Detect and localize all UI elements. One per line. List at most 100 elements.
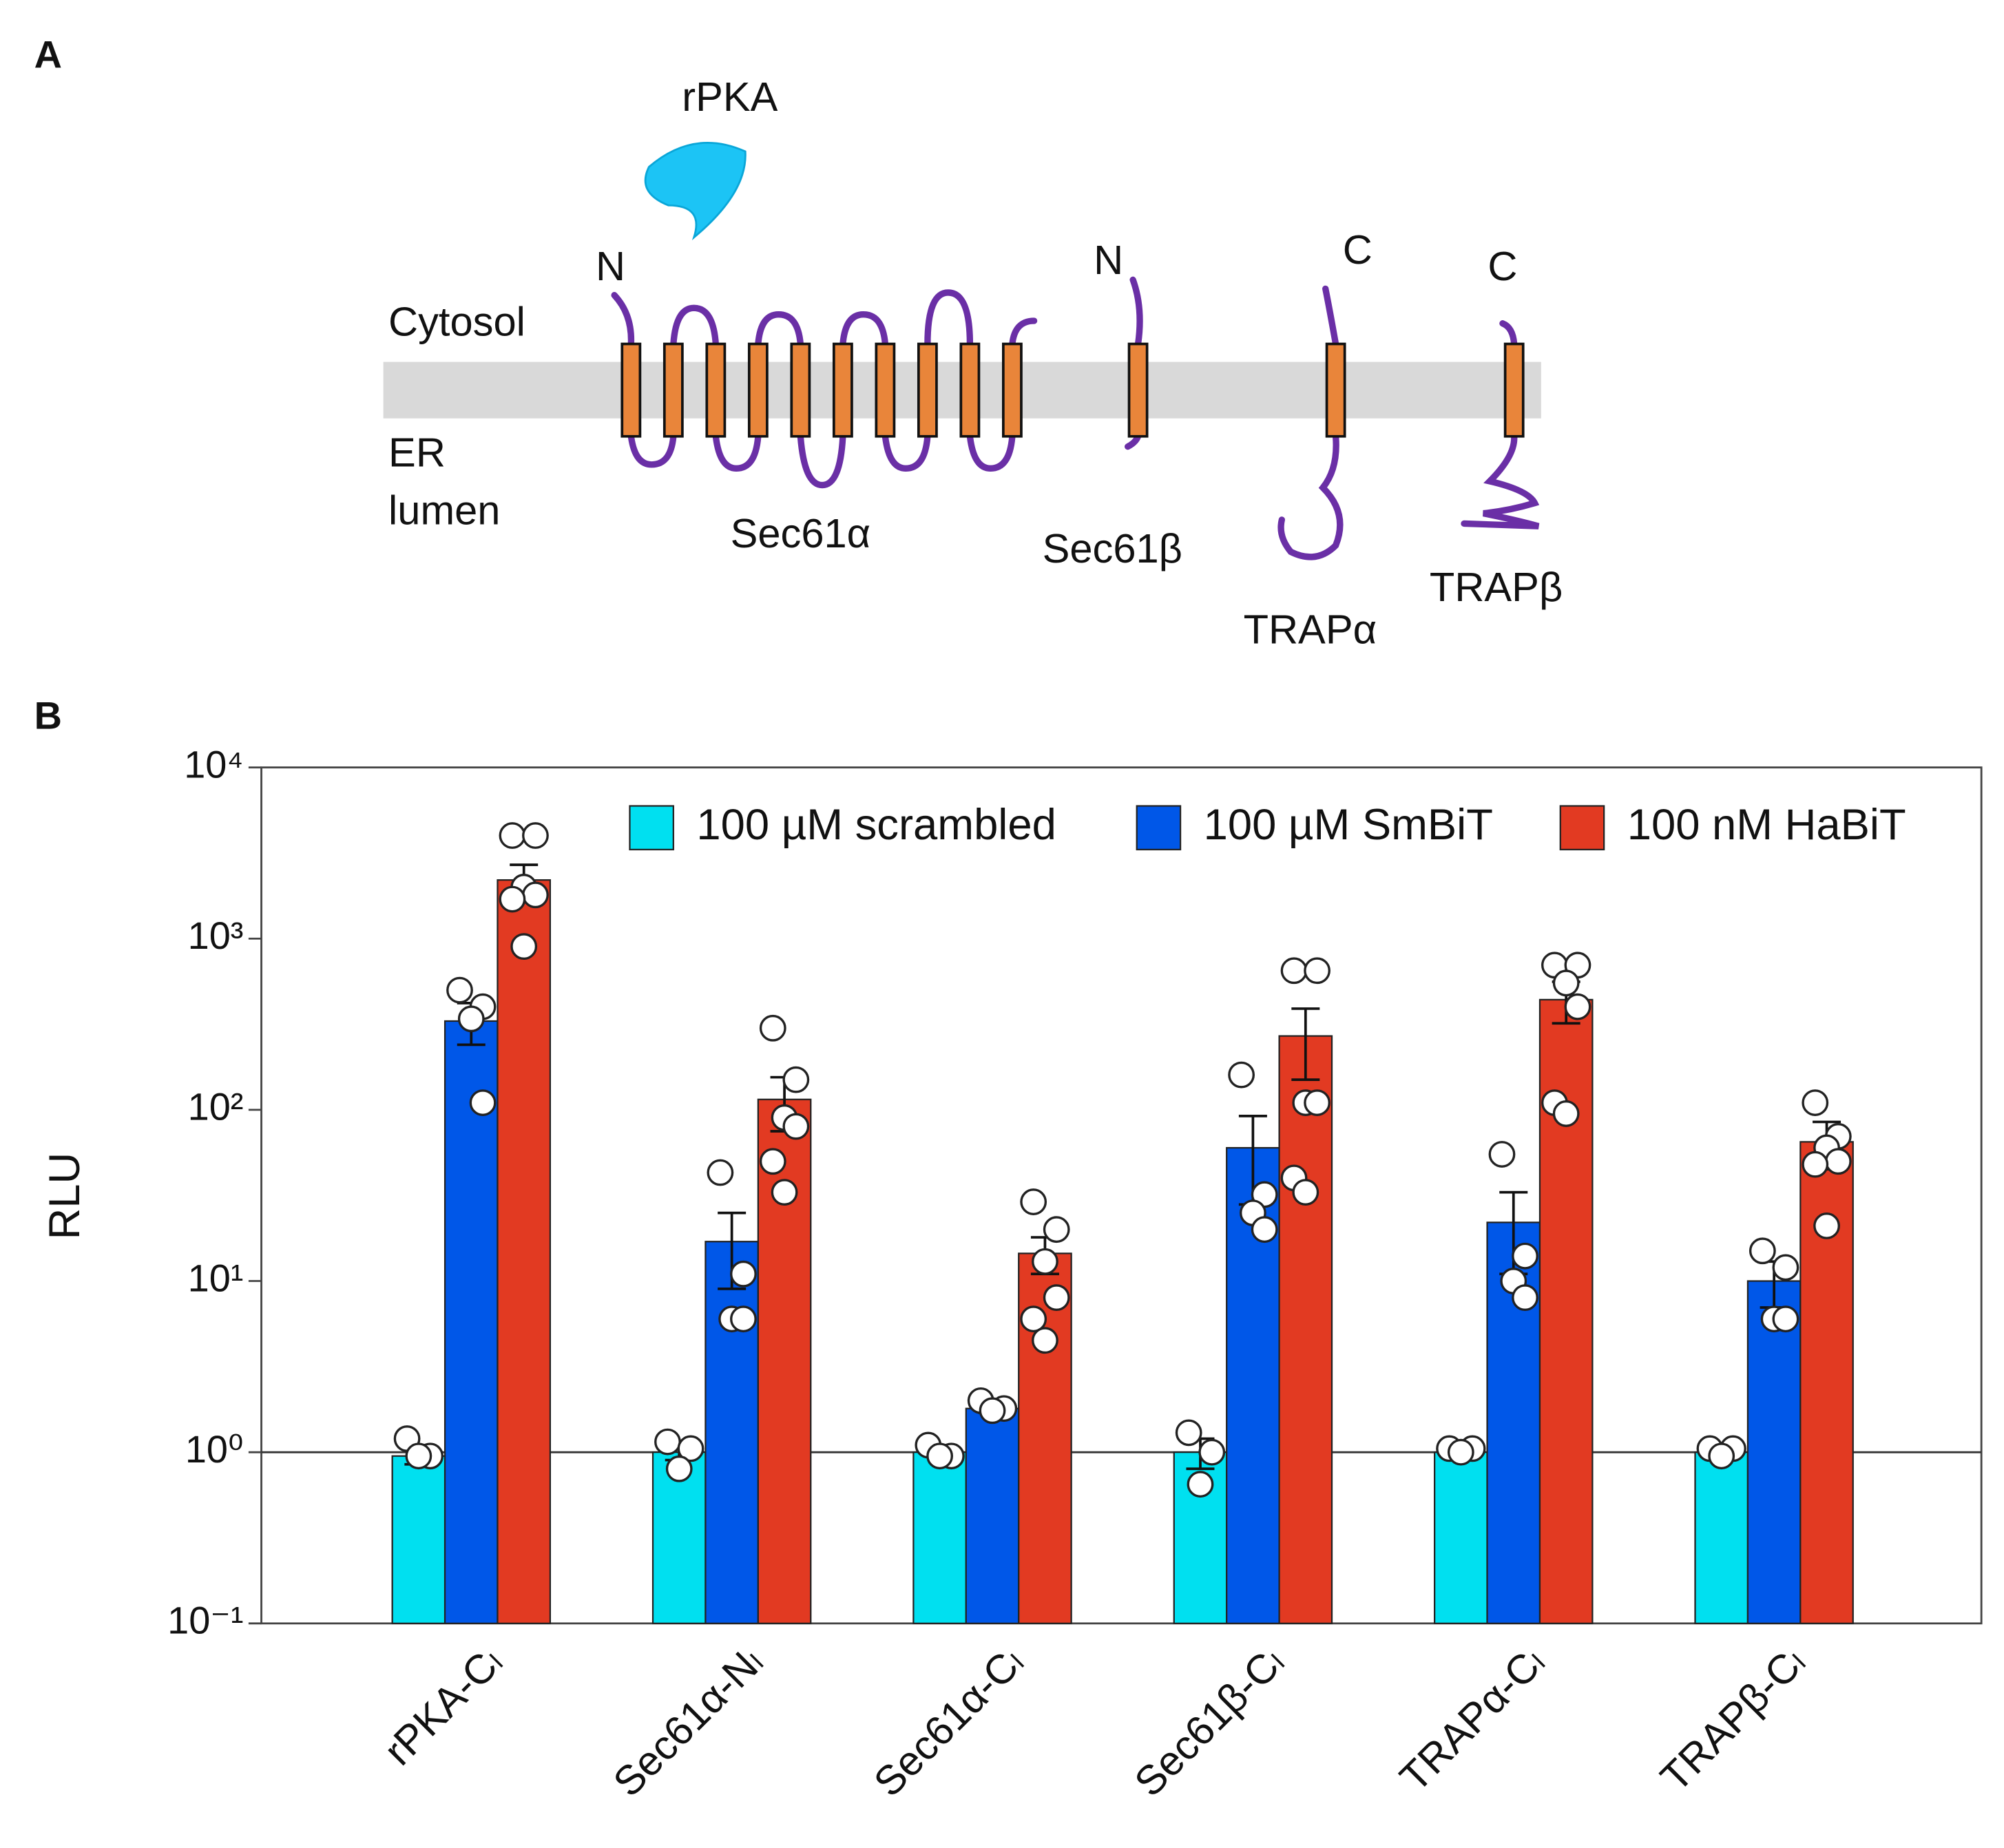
x-tick-label: rPKA-Cₗ (375, 1638, 511, 1774)
data-point (1032, 1327, 1058, 1354)
helix (1127, 342, 1149, 438)
data-point (1175, 1419, 1202, 1447)
label: lumen (388, 487, 500, 533)
data-point (1512, 1284, 1538, 1312)
protein-chains (611, 276, 1540, 560)
data-point (1708, 1442, 1735, 1470)
data-point (1304, 1089, 1330, 1116)
data-point (1447, 1438, 1474, 1466)
data-point (405, 1442, 432, 1470)
helix (790, 342, 811, 438)
data-point (1802, 1089, 1829, 1116)
data-point (1564, 993, 1591, 1020)
data-point (522, 881, 549, 909)
label: C (1343, 227, 1372, 273)
y-tick-label: 10¹ (188, 1256, 244, 1299)
data-point (707, 1159, 734, 1186)
bar (912, 1451, 967, 1624)
data-point (1043, 1284, 1070, 1312)
label: N (596, 243, 625, 289)
data-point (522, 822, 549, 849)
bar (1434, 1451, 1488, 1624)
bar (757, 1098, 812, 1624)
data-point (665, 1455, 693, 1482)
data-point (469, 1089, 497, 1116)
data-point (759, 1014, 786, 1042)
data-point (1772, 1254, 1799, 1281)
helix (917, 342, 938, 438)
trapb-chain (1461, 320, 1540, 529)
sec61a-chain (611, 289, 1038, 489)
label: Sec61β (1043, 525, 1182, 571)
x-tick-label: Sec61β-Cₗ (1125, 1638, 1293, 1805)
data-point (782, 1113, 810, 1140)
panel-label: A (34, 33, 62, 76)
bar (391, 1455, 446, 1624)
helices (620, 342, 1525, 438)
data-point (1488, 1141, 1516, 1168)
label: TRAPα (1244, 607, 1377, 653)
legend-label: 100 nM HaBiT (1627, 801, 1906, 849)
legend-label: 100 µM SmBiT (1204, 801, 1493, 849)
data-point (1552, 1100, 1580, 1127)
data-point (1187, 1471, 1214, 1498)
label: C (1488, 243, 1517, 289)
data-point (1251, 1216, 1278, 1243)
label: rPKA (682, 74, 777, 120)
data-point (1228, 1061, 1255, 1089)
helix (705, 342, 727, 438)
helix (1002, 342, 1023, 438)
data-point (1020, 1305, 1047, 1333)
helix (875, 342, 896, 438)
y-tick-label: 10³ (188, 914, 244, 957)
error-bar (1291, 1007, 1320, 1081)
data-point (1032, 1248, 1058, 1275)
kinase-shape (644, 141, 747, 240)
data-point (1280, 957, 1308, 985)
data-point (1292, 1179, 1319, 1206)
data-point (499, 885, 526, 913)
data-point (759, 1148, 786, 1175)
x-tick-label: Sec61α-Nₗ (604, 1638, 771, 1805)
helix (747, 342, 769, 438)
x-tick-label: TRAPα-Cₗ (1391, 1638, 1554, 1800)
panel-label: B (34, 694, 62, 737)
data-point (1304, 957, 1330, 985)
data-point (730, 1260, 757, 1288)
data-point (499, 822, 526, 849)
bar (704, 1241, 759, 1624)
data-point (1020, 1188, 1047, 1215)
y-tick-label: 10⁴ (184, 742, 243, 786)
label: N (1094, 237, 1123, 283)
data-point (1198, 1438, 1226, 1466)
data-point (730, 1305, 757, 1333)
data-point (1552, 969, 1580, 997)
legend-swatch (629, 805, 674, 851)
y-tick-label: 10² (188, 1085, 244, 1128)
trapa-chain (1277, 285, 1344, 560)
label: TRAPβ (1430, 564, 1563, 610)
bar (497, 879, 552, 1624)
data-point (1813, 1212, 1840, 1239)
bar (1694, 1451, 1749, 1624)
data-point (1512, 1242, 1538, 1270)
bar (443, 1020, 499, 1624)
data-point (1043, 1216, 1070, 1243)
helix (662, 342, 684, 438)
helix (959, 342, 981, 438)
helix (1503, 342, 1525, 438)
helix (832, 342, 853, 438)
x-tick-label: Sec61α-Cₗ (865, 1638, 1032, 1805)
y-axis-label: RLU (41, 1153, 89, 1240)
helix (620, 342, 642, 438)
data-point (510, 933, 538, 960)
data-point (979, 1397, 1006, 1425)
label: Cytosol (388, 298, 525, 344)
x-tick-label: TRAPβ-Cₗ (1651, 1638, 1814, 1800)
data-point (1749, 1237, 1776, 1265)
data-point (1772, 1305, 1799, 1333)
legend-swatch (1136, 805, 1182, 851)
data-point (926, 1442, 953, 1470)
